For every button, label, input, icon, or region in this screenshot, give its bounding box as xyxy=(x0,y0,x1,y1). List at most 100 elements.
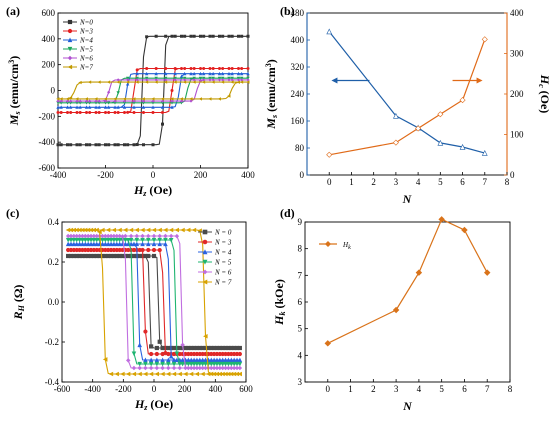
data-marker xyxy=(137,361,142,367)
data-marker xyxy=(163,76,168,81)
data-marker xyxy=(171,365,177,371)
data-marker xyxy=(173,78,177,82)
data-marker xyxy=(78,110,82,114)
data-marker xyxy=(214,357,220,363)
x-tick-label: 600 xyxy=(239,384,253,394)
data-marker xyxy=(160,351,165,357)
legend-label: N = 0 xyxy=(214,229,232,237)
data-marker xyxy=(200,371,205,377)
data-marker xyxy=(217,351,222,357)
y-tick-label: 9 xyxy=(298,217,303,227)
data-marker xyxy=(202,67,206,71)
y-axis-label: Ms (emu/cm3) xyxy=(264,59,279,129)
data-marker xyxy=(211,76,215,81)
data-marker xyxy=(103,233,108,239)
data-marker xyxy=(393,112,399,119)
data-marker xyxy=(66,143,70,147)
data-marker xyxy=(74,253,79,259)
data-marker xyxy=(75,105,79,109)
data-marker xyxy=(180,342,185,348)
data-marker xyxy=(171,361,177,367)
data-marker xyxy=(392,306,400,314)
y-tick-label: -200 xyxy=(39,111,56,121)
data-marker xyxy=(59,110,63,114)
data-marker xyxy=(143,253,148,259)
data-marker xyxy=(182,71,187,76)
data-marker xyxy=(168,227,174,233)
y-right-tick-label: 200 xyxy=(510,89,524,99)
data-marker xyxy=(246,80,250,84)
data-marker xyxy=(180,357,185,363)
data-marker xyxy=(125,371,131,377)
data-marker xyxy=(189,345,194,351)
data-marker xyxy=(459,97,466,104)
data-marker xyxy=(174,357,180,363)
data-marker xyxy=(183,34,187,38)
data-marker xyxy=(84,105,89,109)
data-marker xyxy=(197,361,203,367)
data-marker xyxy=(209,365,214,371)
data-marker xyxy=(87,80,92,84)
data-marker xyxy=(67,19,73,25)
data-marker xyxy=(481,36,488,43)
data-marker xyxy=(231,357,237,363)
data-marker xyxy=(80,241,85,247)
data-marker xyxy=(85,227,91,233)
data-marker xyxy=(144,80,149,84)
data-marker xyxy=(223,357,228,363)
series-line xyxy=(58,35,248,146)
data-marker xyxy=(205,371,211,377)
data-marker xyxy=(80,247,85,253)
data-marker xyxy=(217,361,223,367)
data-marker xyxy=(194,345,200,351)
data-marker xyxy=(141,97,145,101)
data-marker xyxy=(223,351,228,357)
data-marker xyxy=(140,233,145,239)
data-marker xyxy=(88,99,92,103)
data-marker xyxy=(164,34,168,38)
data-marker xyxy=(221,78,225,82)
data-marker xyxy=(56,97,60,101)
data-marker xyxy=(230,71,234,76)
y-tick-label: 80 xyxy=(295,143,305,153)
data-marker xyxy=(122,97,126,101)
data-marker xyxy=(151,247,157,253)
data-marker xyxy=(120,234,125,239)
data-marker xyxy=(324,240,332,248)
data-marker xyxy=(126,78,130,82)
data-marker xyxy=(126,253,131,259)
legend-label: N=3 xyxy=(79,28,93,36)
data-marker xyxy=(151,241,157,247)
data-marker xyxy=(182,76,187,81)
data-marker xyxy=(201,80,206,84)
data-marker xyxy=(123,143,127,147)
data-marker xyxy=(191,365,197,371)
data-marker xyxy=(126,247,131,253)
data-marker xyxy=(94,143,98,147)
data-marker xyxy=(163,233,168,239)
data-marker xyxy=(191,361,197,367)
data-marker xyxy=(183,345,188,351)
data-marker xyxy=(128,227,134,233)
data-marker xyxy=(237,365,243,371)
data-marker xyxy=(68,96,73,100)
data-marker xyxy=(230,78,234,82)
data-marker xyxy=(160,105,165,109)
panel-a: (a)-400 -200 0 200 400-600-400-2000200400600… xyxy=(6,4,255,198)
data-marker xyxy=(188,357,194,363)
data-marker xyxy=(140,227,145,233)
data-marker xyxy=(80,233,85,239)
data-marker xyxy=(65,233,71,239)
series-line-hc xyxy=(329,39,486,156)
data-marker xyxy=(177,371,182,377)
data-marker xyxy=(230,76,234,81)
data-marker xyxy=(71,233,77,239)
data-marker xyxy=(191,227,197,233)
data-marker xyxy=(107,143,111,147)
data-marker xyxy=(160,97,164,101)
data-marker xyxy=(166,357,171,363)
data-marker xyxy=(108,241,114,247)
data-marker xyxy=(220,365,225,371)
data-marker xyxy=(194,371,200,377)
data-marker xyxy=(143,365,148,371)
